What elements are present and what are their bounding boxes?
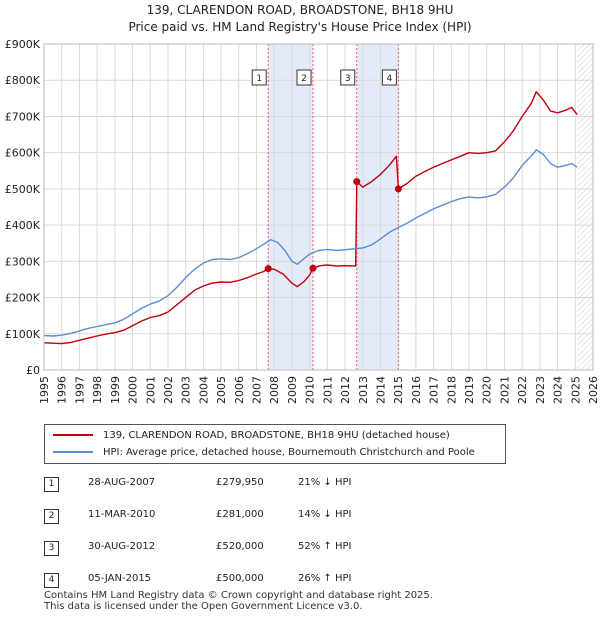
- chart-title-line1: 139, CLARENDON ROAD, BROADSTONE, BH18 9H…: [146, 3, 454, 17]
- x-tick-label: 2025: [569, 376, 582, 404]
- y-tick-label: £900K: [5, 38, 41, 51]
- x-tick-label: 2018: [445, 376, 458, 404]
- x-tick-label: 2004: [197, 376, 210, 404]
- x-tick-label: 2008: [268, 376, 281, 404]
- y-tick-label: £700K: [5, 110, 41, 123]
- sale-period-span: [268, 44, 314, 370]
- x-tick-label: 2005: [215, 376, 228, 404]
- sale-marker-box: [340, 69, 356, 86]
- sale-date: 30-AUG-2012: [88, 541, 156, 552]
- x-tick-label: 2023: [534, 376, 547, 404]
- x-tick-label: 2012: [339, 376, 352, 404]
- sale-price: £281,000: [216, 509, 264, 520]
- legend-property-label: 139, CLARENDON ROAD, BROADSTONE, BH18 9H…: [103, 430, 450, 441]
- chart-title-line2: Price paid vs. HM Land Registry's House …: [128, 20, 472, 34]
- sale-marker-box: [381, 69, 397, 86]
- sale-date: 05-JAN-2015: [88, 573, 152, 584]
- sale-number: 4: [44, 573, 59, 588]
- x-tick-label: 1999: [109, 376, 122, 404]
- legend-hpi: HPI: Average price, detached house, Bour…: [53, 445, 475, 461]
- x-tick-label: 1996: [56, 376, 69, 404]
- y-tick-label: £500K: [5, 183, 41, 196]
- x-tick-label: 2019: [463, 376, 476, 404]
- sale-number: 2: [44, 509, 59, 524]
- y-tick-label: £300K: [5, 255, 41, 268]
- x-tick-label: 2016: [410, 376, 423, 404]
- property-price-line: [43, 91, 578, 345]
- footer-copyright: Contains HM Land Registry data © Crown c…: [44, 590, 433, 601]
- sale-price: £279,950: [216, 477, 264, 488]
- table-row: 3 30-AUG-2012 £520,000 52% ↑ HPI: [40, 538, 460, 570]
- sale-marker-label: 4: [387, 74, 393, 84]
- sale-number: 3: [44, 541, 59, 556]
- x-tick-label: 1997: [73, 376, 86, 404]
- hpi-line: [43, 149, 578, 337]
- sale-point: [394, 185, 402, 193]
- legend-property-swatch: [53, 434, 93, 436]
- x-tick-label: 2002: [162, 376, 175, 404]
- sale-hpi: 14% ↓ HPI: [298, 509, 352, 520]
- x-tick-label: 1998: [91, 376, 104, 404]
- y-tick-label: £400K: [5, 219, 41, 232]
- sale-marker-box: [251, 69, 267, 86]
- x-tick-label: 2009: [286, 376, 299, 404]
- x-tick-label: 2015: [392, 376, 405, 404]
- y-tick-label: £800K: [5, 74, 41, 87]
- legend-hpi-label: HPI: Average price, detached house, Bour…: [103, 447, 475, 458]
- sale-number: 1: [44, 477, 59, 492]
- sale-price: £500,000: [216, 573, 264, 584]
- sale-point: [309, 264, 317, 272]
- x-tick-label: 2026: [587, 376, 600, 404]
- x-tick-label: 2006: [233, 376, 246, 404]
- sale-hpi: 21% ↓ HPI: [298, 477, 352, 488]
- footer: Contains HM Land Registry data © Crown c…: [44, 590, 433, 612]
- plot-frame: [43, 43, 594, 371]
- table-row: 1 28-AUG-2007 £279,950 21% ↓ HPI: [40, 474, 460, 506]
- x-tick-label: 2010: [304, 376, 317, 404]
- price-chart: 1 2 3 4 £0 £100K £200K £300K £400K £500K £600K £70…: [5, 38, 600, 404]
- y-tick-label: £200K: [5, 292, 41, 305]
- y-tick-label: £600K: [5, 147, 41, 160]
- sale-hpi: 52% ↑ HPI: [298, 541, 352, 552]
- y-tick-label: £100K: [5, 328, 41, 341]
- sale-period-span: [356, 44, 399, 370]
- legend: 139, CLARENDON ROAD, BROADSTONE, BH18 9H…: [44, 424, 506, 464]
- sale-price: £520,000: [216, 541, 264, 552]
- sale-date: 28-AUG-2007: [88, 477, 156, 488]
- x-tick-label: 2020: [481, 376, 494, 404]
- sale-point: [264, 265, 272, 273]
- x-tick-label: 2024: [552, 376, 565, 404]
- sale-marker-label: 2: [301, 74, 307, 84]
- x-tick-label: 1995: [38, 376, 51, 404]
- table-row: 4 05-JAN-2015 £500,000 26% ↑ HPI: [40, 570, 460, 602]
- x-tick-label: 2022: [516, 376, 529, 404]
- x-tick-label: 2011: [321, 376, 334, 404]
- x-tick-label: 2003: [180, 376, 193, 404]
- x-tick-label: 2014: [374, 376, 387, 404]
- sale-point: [353, 178, 361, 186]
- sale-marker-box: [296, 69, 312, 86]
- sales-table: 1 28-AUG-2007 £279,950 21% ↓ HPI 2 11-MA…: [40, 474, 460, 602]
- x-tick-label: 2000: [127, 376, 140, 404]
- forecast-hatch: [577, 44, 593, 370]
- x-tick-label: 2007: [251, 376, 264, 404]
- x-tick-label: 2021: [498, 376, 511, 404]
- x-tick-label: 2017: [428, 376, 441, 404]
- sale-date: 11-MAR-2010: [88, 509, 156, 520]
- table-row: 2 11-MAR-2010 £281,000 14% ↓ HPI: [40, 506, 460, 538]
- y-tick-label: £0: [26, 364, 40, 377]
- sale-marker-label: 3: [345, 74, 351, 84]
- x-tick-label: 2013: [357, 376, 370, 404]
- sale-marker-label: 1: [256, 74, 262, 84]
- legend-property: 139, CLARENDON ROAD, BROADSTONE, BH18 9H…: [53, 428, 450, 444]
- x-tick-label: 2001: [144, 376, 157, 404]
- sale-hpi: 26% ↑ HPI: [298, 573, 352, 584]
- footer-licence: This data is licensed under the Open Gov…: [44, 601, 363, 612]
- legend-hpi-swatch: [53, 451, 93, 453]
